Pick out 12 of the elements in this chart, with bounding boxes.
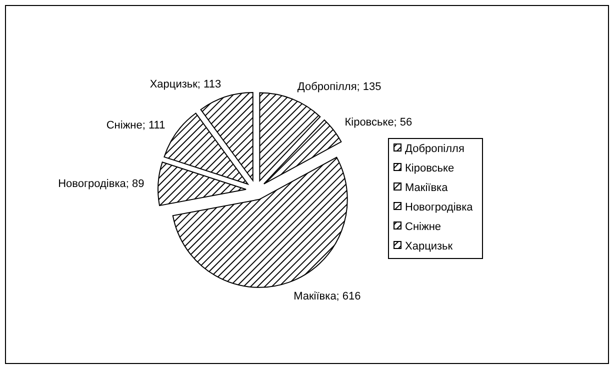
data-label: Сніжне; 111	[106, 119, 166, 132]
legend-label: Кіровське	[405, 162, 454, 174]
legend-label: Сніжне	[405, 221, 442, 233]
data-label: Макіївка; 616	[294, 290, 361, 303]
legend-label: Добропілля	[405, 143, 464, 155]
data-label: Харцизьк; 113	[150, 78, 222, 91]
data-label: Добропілля; 135	[297, 80, 382, 93]
data-label: Кіровське; 56	[344, 116, 412, 129]
legend-label: Новогродівка	[405, 202, 474, 214]
legend-label: Харцизьк	[405, 240, 453, 252]
data-label: Новогродівка; 89	[58, 178, 144, 190]
legend-label: Макіївка	[405, 182, 449, 194]
